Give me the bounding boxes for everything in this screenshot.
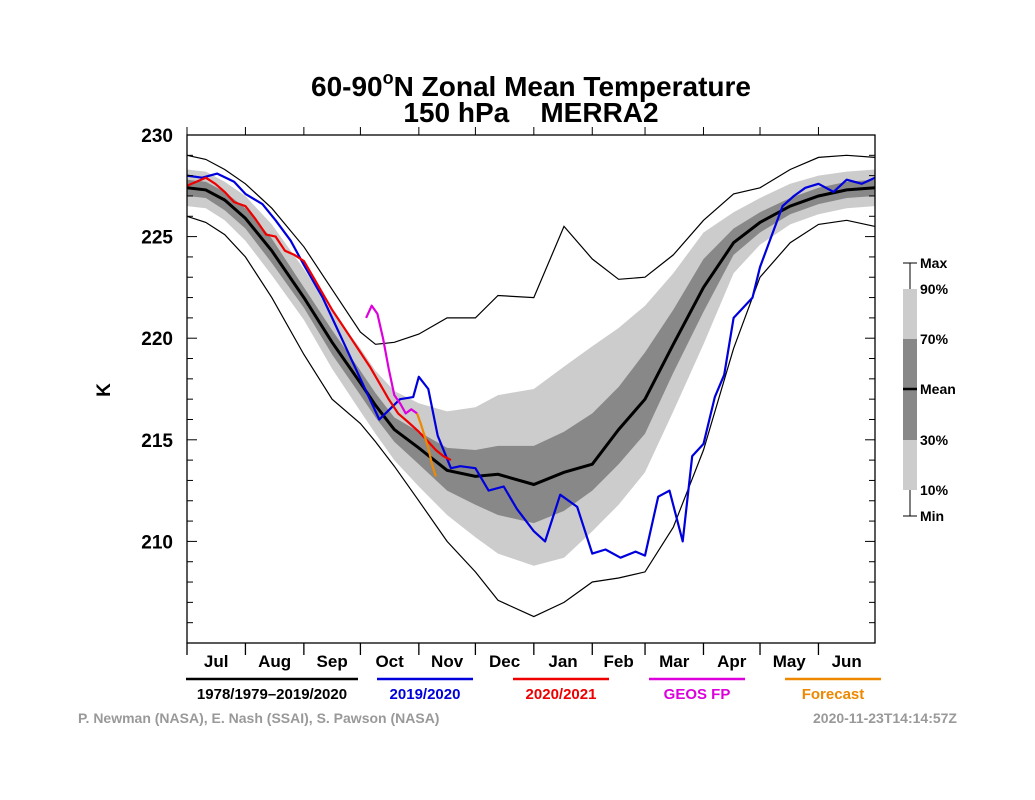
credit-timestamp: 2020-11-23T14:14:57Z [813,710,957,726]
max-line [186,154,876,345]
legend: 1978/1979–2019/2020 2019/2020 2020/2021 GEO… [186,677,881,703]
plot-area: 210 215 220 225 230 Jul Aug Sep Oct Nov Dec Jan Feb M… [141,126,876,671]
y-tick-label: 220 [141,329,173,350]
title-suffix: N Zonal Mean Temperature [394,71,751,102]
min-line [186,215,876,618]
month-label: Feb [604,652,634,671]
month-label: May [773,652,807,671]
key-label: 70% [920,331,949,347]
credit-authors: P. Newman (NASA), E. Nash (SSAI), S. Paw… [78,710,439,726]
title-prefix: 60-90 [311,71,383,102]
band-30-70 [187,179,875,524]
percentile-key: Max 90% 70% Mean 30% 10% Min [903,255,956,524]
title-superscript: o [383,68,394,88]
key-label: 10% [920,482,949,498]
y-tick-label: 215 [141,431,173,452]
series-line-2 [186,176,452,462]
plot-frame [186,134,876,644]
key-label: 90% [920,281,949,297]
key-label: Max [920,255,947,271]
legend-label-2: 2020/2021 [526,686,597,703]
legend-label-1: 2019/2020 [390,686,461,703]
month-label: Sep [317,652,348,671]
mean-line [186,186,876,487]
chart-title-line1: 60-90oN Zonal Mean Temperature [311,68,751,102]
month-label: Jul [204,652,229,671]
legend-label-0: 1978/1979–2019/2020 [197,686,347,703]
month-label: Jun [832,652,862,671]
month-label: Nov [431,652,464,671]
month-label: Dec [489,652,520,671]
series-line-4 [415,413,437,477]
month-label: Apr [717,652,747,671]
legend-label-3: GEOS FP [664,686,731,703]
key-label: Min [920,508,944,524]
series-line-3 [365,304,418,415]
key-label: Mean [920,381,956,397]
y-tick-label: 210 [141,532,173,553]
month-label: Aug [258,652,291,671]
y-tick-label: 225 [141,228,173,249]
legend-label-4: Forecast [802,686,865,703]
y-tick-label: 230 [141,126,173,147]
series-line-1 [186,172,876,559]
key-label: 30% [920,432,949,448]
y-axis-label: K [94,383,115,397]
month-label: Oct [375,652,404,671]
month-label: Mar [659,652,690,671]
chart-title-line2: 150 hPa MERRA2 [403,97,658,128]
month-label: Jan [548,652,577,671]
